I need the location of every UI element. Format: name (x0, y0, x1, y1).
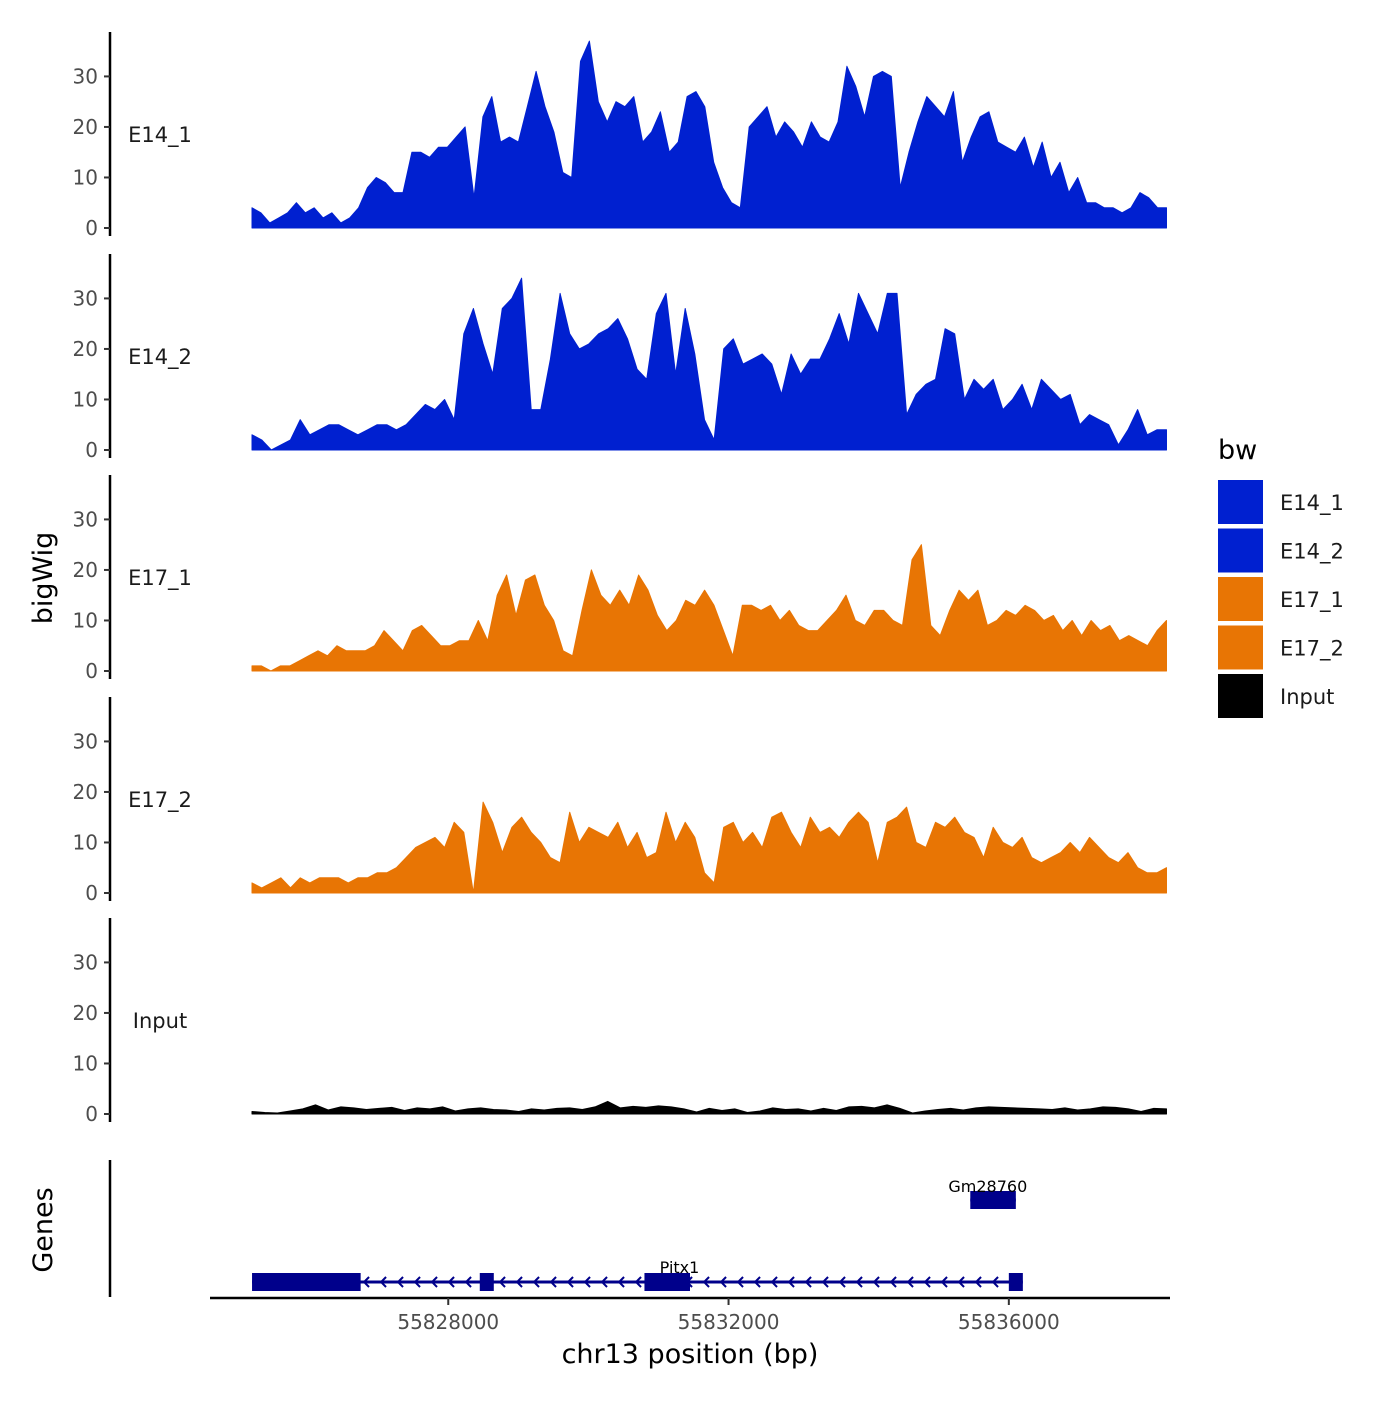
y-tick-label-input-10: 10 (73, 1051, 98, 1075)
strand-arrow-pitx1 (447, 1276, 455, 1288)
tracks-layer: 0 10 20 30 E14_1 0 10 20 30 E14_2 0 10 20 30 E17_1 0 10 2… (73, 32, 1167, 1126)
legend-label-e17_2: E17_2 (1280, 637, 1344, 662)
y-tick-label-e17_1-20: 20 (73, 558, 98, 582)
x-tick-label-55836000: 55836000 (958, 1310, 1060, 1334)
strand-arrow-pitx1 (464, 1276, 472, 1288)
strand-arrow-pitx1 (974, 1276, 982, 1288)
gene-label-pitx1: Pitx1 (660, 1258, 700, 1277)
strand-arrow-pitx1 (566, 1276, 574, 1288)
y-tick-label-input-20: 20 (73, 1001, 98, 1025)
strand-arrow-pitx1 (906, 1276, 914, 1288)
y-tick-label-e14_1-20: 20 (73, 115, 98, 139)
legend-label-e14_2: E14_2 (1280, 540, 1344, 565)
strand-arrow-pitx1 (991, 1276, 999, 1288)
strand-arrow-pitx1 (600, 1276, 608, 1288)
x-axis: 55828000 55832000 55836000 (210, 1296, 1170, 1334)
y-tick-label-e17_1-30: 30 (73, 507, 98, 531)
strand-arrow-pitx1 (872, 1276, 880, 1288)
strand-arrow-pitx1 (413, 1276, 421, 1288)
strand-arrow-pitx1 (753, 1276, 761, 1288)
x-tick-label-55828000: 55828000 (397, 1310, 499, 1334)
legend-label-input: Input (1280, 685, 1334, 709)
x-axis-title: chr13 position (bp) (562, 1339, 819, 1370)
y-tick-label-e14_1-30: 30 (73, 64, 98, 88)
signal-area-e17_1 (251, 544, 1167, 672)
signal-area-input (251, 1100, 1167, 1115)
y-tick-label-e14_2-30: 30 (73, 286, 98, 310)
strand-arrow-pitx1 (855, 1276, 863, 1288)
y-tick-label-input-30: 30 (73, 950, 98, 974)
strand-arrow-pitx1 (957, 1276, 965, 1288)
strand-arrow-pitx1 (498, 1276, 506, 1288)
strand-arrow-pitx1 (430, 1276, 438, 1288)
strand-arrow-pitx1 (804, 1276, 812, 1288)
track-label-e14_2: E14_2 (128, 345, 192, 370)
y-tick-label-e14_2-20: 20 (73, 337, 98, 361)
strand-arrow-pitx1 (923, 1276, 931, 1288)
strand-arrow-pitx1 (532, 1276, 540, 1288)
exon-gm28760-0 (970, 1191, 1016, 1209)
track-label-e17_2: E17_2 (128, 788, 192, 813)
strand-arrow-pitx1 (770, 1276, 778, 1288)
strand-arrow-pitx1 (702, 1276, 710, 1288)
genes-layer: Pitx1 Gm28760 (108, 1160, 1027, 1297)
strand-arrow-pitx1 (940, 1276, 948, 1288)
legend-swatch-e17_1 (1218, 577, 1263, 621)
y-tick-label-e17_2-0: 0 (85, 881, 98, 905)
track-label-e17_1: E17_1 (128, 566, 192, 591)
strand-arrow-pitx1 (617, 1276, 625, 1288)
gene-label-gm28760: Gm28760 (948, 1177, 1027, 1196)
legend-title: bw (1218, 435, 1257, 466)
strand-arrow-pitx1 (787, 1276, 795, 1288)
exon-pitx1-3 (1008, 1273, 1023, 1291)
exon-pitx1-1 (479, 1273, 494, 1291)
legend-label-e14_1: E14_1 (1280, 491, 1344, 516)
legend-swatch-e14_2 (1218, 528, 1263, 573)
y-tick-label-e14_1-10: 10 (73, 165, 98, 189)
y-tick-label-e17_1-10: 10 (73, 608, 98, 632)
y-tick-label-e17_1-0: 0 (85, 659, 98, 683)
y-tick-label-e17_2-30: 30 (73, 729, 98, 753)
strand-arrow-pitx1 (719, 1276, 727, 1288)
y-tick-label-e17_2-10: 10 (73, 830, 98, 854)
strand-arrow-pitx1 (634, 1276, 642, 1288)
y-tick-label-e17_2-20: 20 (73, 780, 98, 804)
signal-area-e14_1 (251, 40, 1167, 229)
strand-arrow-pitx1 (396, 1276, 404, 1288)
strand-arrow-pitx1 (821, 1276, 829, 1288)
strand-arrow-pitx1 (838, 1276, 846, 1288)
strand-arrow-pitx1 (515, 1276, 523, 1288)
y-tick-label-e14_1-0: 0 (85, 216, 98, 240)
x-tick-label-55832000: 55832000 (678, 1310, 780, 1334)
legend: bw E14_1 E14_2 E17_1 E17_2 Input (1218, 435, 1344, 718)
strand-arrow-pitx1 (549, 1276, 557, 1288)
y-axis-title: bigWig (28, 532, 59, 625)
y-tick-label-e14_2-0: 0 (85, 438, 98, 462)
legend-swatch-e14_1 (1218, 480, 1263, 524)
legend-label-e17_1: E17_1 (1280, 588, 1344, 613)
legend-swatch-input (1218, 674, 1263, 718)
legend-swatch-e17_2 (1218, 625, 1263, 670)
exon-pitx1-0 (252, 1273, 361, 1291)
signal-area-e14_2 (251, 277, 1167, 451)
strand-arrow-pitx1 (362, 1276, 370, 1288)
strand-arrow-pitx1 (736, 1276, 744, 1288)
y-tick-label-e14_2-10: 10 (73, 387, 98, 411)
track-label-e14_1: E14_1 (128, 123, 192, 148)
strand-arrow-pitx1 (889, 1276, 897, 1288)
strand-arrow-pitx1 (379, 1276, 387, 1288)
exon-pitx1-2 (644, 1273, 690, 1291)
strand-arrow-pitx1 (583, 1276, 591, 1288)
genes-axis-title: Genes (28, 1187, 59, 1272)
y-tick-label-input-0: 0 (85, 1102, 98, 1126)
track-label-input: Input (133, 1009, 187, 1033)
signal-area-e17_2 (251, 801, 1167, 894)
